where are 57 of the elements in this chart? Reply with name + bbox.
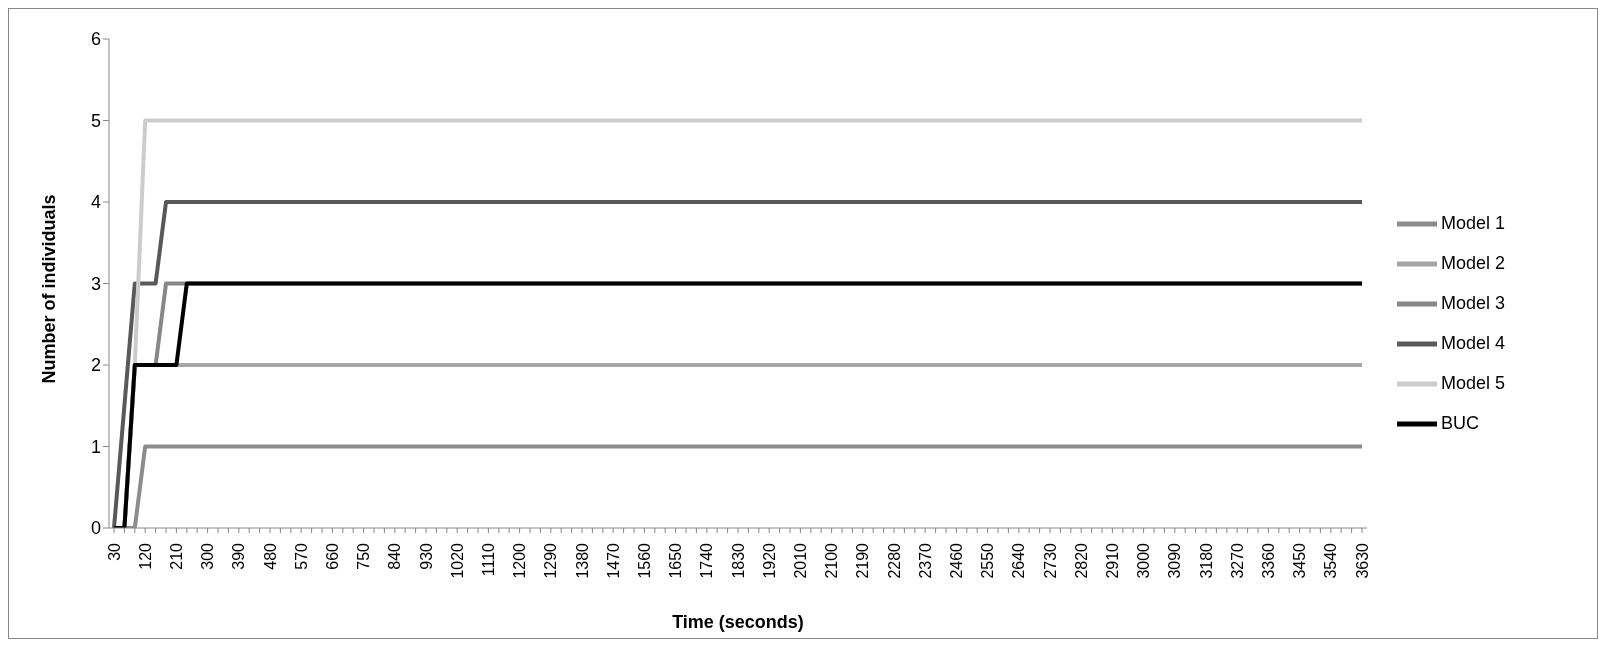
y-tick-label: 1 — [90, 436, 101, 457]
x-tick-label: 2550 — [979, 542, 997, 579]
y-axis-title: Number of individuals — [39, 194, 60, 384]
legend-label: Model 4 — [1441, 332, 1506, 353]
x-tick-label: 120 — [136, 542, 154, 570]
x-tick-label: 930 — [417, 542, 435, 570]
x-tick-label: 2730 — [1041, 542, 1059, 579]
x-tick-label: 1470 — [604, 542, 622, 579]
x-tick-label: 1560 — [635, 542, 653, 579]
x-tick-label: 1200 — [511, 542, 529, 579]
x-axis-title: Time (seconds) — [672, 612, 804, 632]
legend-label: Model 2 — [1441, 252, 1506, 273]
x-tick-label: 300 — [199, 542, 217, 570]
y-tick-label: 6 — [90, 29, 101, 50]
x-tick-label: 2910 — [1103, 542, 1121, 579]
x-tick-label: 2370 — [916, 542, 934, 579]
x-tick-label: 30 — [105, 542, 123, 561]
x-tick-label: 210 — [167, 542, 185, 570]
x-tick-label: 2100 — [823, 542, 841, 579]
x-tick-label: 3450 — [1291, 542, 1309, 579]
x-tick-label: 2190 — [854, 542, 872, 579]
x-tick-label: 840 — [386, 542, 404, 570]
x-tick-label: 2460 — [947, 542, 965, 579]
x-tick-label: 1110 — [479, 542, 497, 577]
x-tick-label: 3090 — [1166, 542, 1184, 579]
x-tick-label: 660 — [323, 542, 341, 570]
x-tick-label: 480 — [261, 542, 279, 570]
legend-label: Model 3 — [1441, 292, 1506, 313]
x-tick-label: 3180 — [1197, 542, 1215, 579]
y-tick-label: 5 — [90, 110, 101, 131]
line-series — [112, 200, 1364, 528]
y-tick-label: 0 — [90, 518, 101, 539]
legend-label: Model 5 — [1441, 372, 1506, 393]
x-tick-label: 3540 — [1322, 542, 1340, 579]
x-tick-label: 1830 — [729, 542, 747, 579]
x-tick-label: 3630 — [1353, 542, 1371, 579]
x-tick-label: 2280 — [885, 542, 903, 579]
x-tick-label: 390 — [230, 542, 248, 570]
legend-label: Model 1 — [1441, 212, 1506, 233]
x-tick-label: 2010 — [791, 542, 809, 579]
x-tick-label: 1650 — [667, 542, 685, 579]
x-tick-label: 1380 — [573, 542, 591, 579]
y-tick-label: 2 — [90, 355, 101, 376]
y-tick-label: 3 — [90, 273, 101, 294]
x-tick-label: 3270 — [1228, 542, 1246, 579]
y-tick-label: 4 — [90, 192, 101, 213]
x-tick-label: 2820 — [1072, 542, 1090, 579]
x-tick-label: 3360 — [1259, 542, 1277, 579]
x-tick-label: 3000 — [1135, 542, 1153, 579]
x-tick-label: 1290 — [542, 542, 560, 579]
x-tick-label: 1740 — [698, 542, 716, 579]
x-tick-label: 570 — [292, 542, 310, 570]
x-tick-label: 1920 — [760, 542, 778, 579]
x-tick-label: 2640 — [1010, 542, 1028, 579]
x-tick-label: 1020 — [448, 542, 466, 579]
x-tick-label: 750 — [355, 542, 373, 570]
legend-label: BUC — [1441, 412, 1480, 433]
